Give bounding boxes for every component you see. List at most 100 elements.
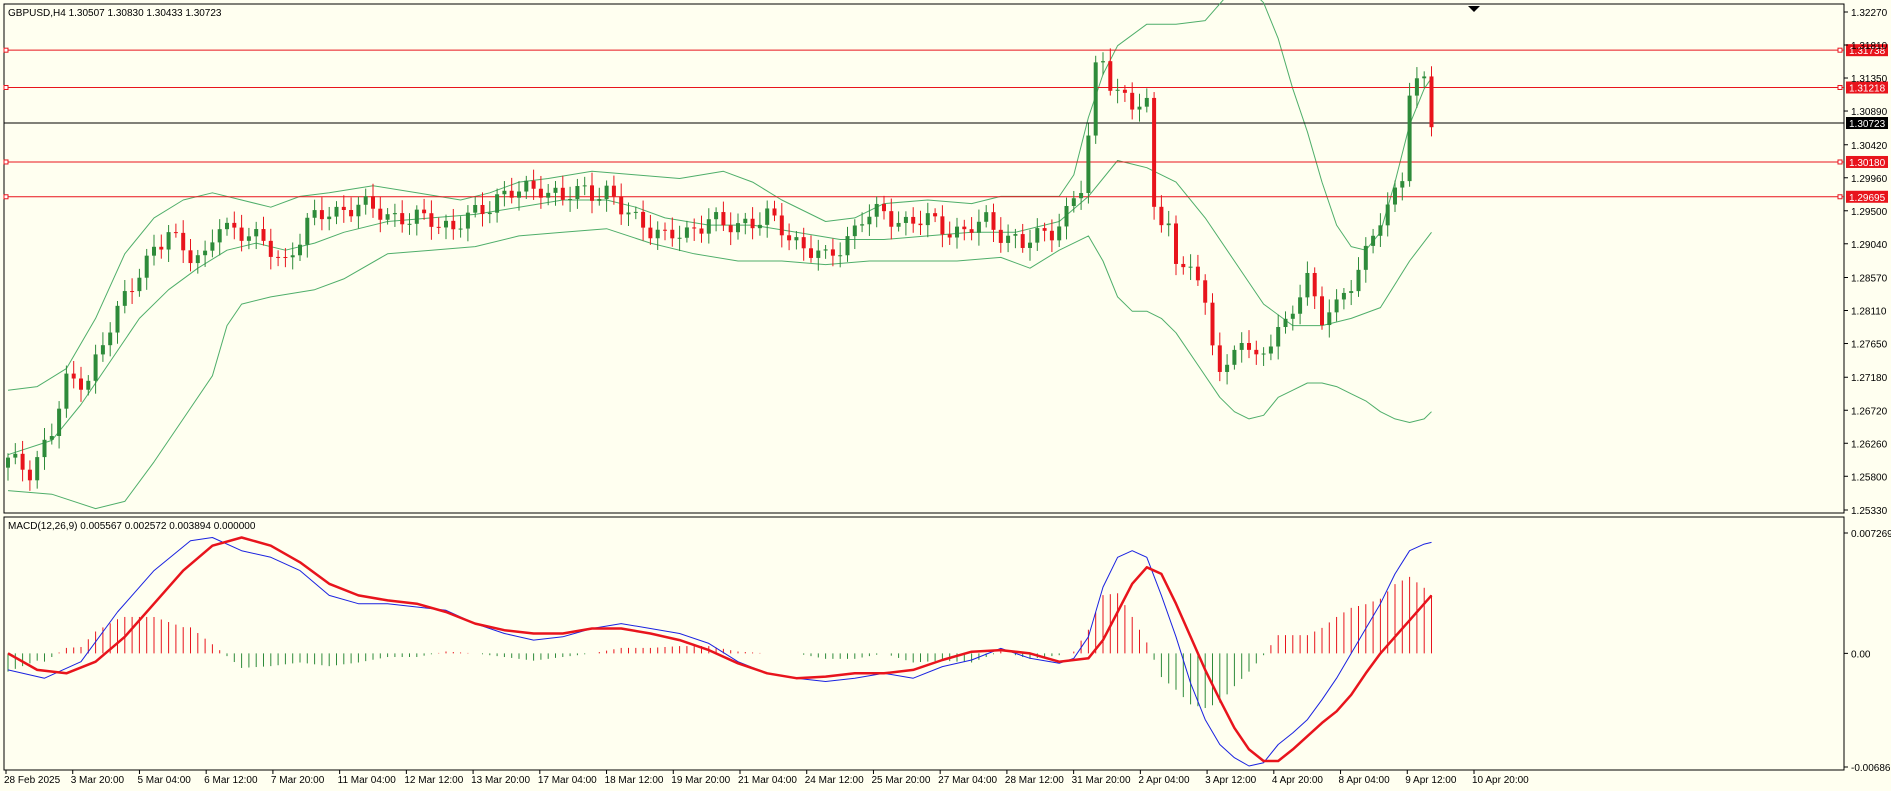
time-axis-label: 12 Mar 12:00 <box>404 775 463 786</box>
candle-body <box>93 354 98 381</box>
candle-body <box>1188 266 1193 268</box>
time-axis-label: 17 Mar 04:00 <box>538 775 597 786</box>
level-anchor-handle[interactable] <box>1837 47 1843 53</box>
candle-body <box>1429 76 1434 128</box>
time-axis-label: 2 Apr 04:00 <box>1138 775 1190 786</box>
candle-body <box>757 224 762 229</box>
candle-body <box>122 291 127 306</box>
candle-body <box>400 213 405 225</box>
candle-body <box>1064 205 1069 227</box>
candle-body <box>1283 318 1288 328</box>
candle-body <box>27 469 32 481</box>
chart-shift-marker-icon[interactable] <box>1468 6 1480 12</box>
price-axis-label: 1.31350 <box>1851 74 1888 85</box>
price-axis-label: 1.27650 <box>1851 340 1888 351</box>
candle-body <box>1093 62 1098 136</box>
candle-body <box>1254 349 1259 355</box>
price-pane[interactable] <box>3 0 1844 510</box>
candle-body <box>1079 193 1084 199</box>
candle-body <box>86 380 91 390</box>
candle-body <box>1290 313 1295 319</box>
candle-body <box>1232 349 1237 365</box>
candle-body <box>232 222 237 228</box>
candle-body <box>860 224 865 226</box>
candle-body <box>1028 242 1032 248</box>
candle-body <box>334 206 339 217</box>
time-axis-label: 25 Mar 20:00 <box>871 775 930 786</box>
candle-body <box>378 208 383 220</box>
candle-body <box>254 229 259 237</box>
level-anchor-handle[interactable] <box>1837 159 1843 165</box>
level-anchor-handle[interactable] <box>3 159 9 165</box>
candle-body <box>166 232 171 250</box>
candle-body <box>473 204 478 213</box>
level-price-tag-label: 1.30180 <box>1849 158 1886 169</box>
candle-body <box>181 232 186 251</box>
candle-body <box>903 216 908 223</box>
candle-body <box>1137 106 1142 110</box>
candle-body <box>1152 97 1157 207</box>
candle-body <box>1130 92 1135 110</box>
candle-body <box>1341 292 1346 300</box>
candle-body <box>1057 226 1062 241</box>
macd-pane[interactable] <box>7 536 1433 767</box>
level-anchor-handle[interactable] <box>3 84 9 90</box>
candle-body <box>787 235 792 241</box>
candle-body <box>947 234 952 238</box>
candle-body <box>684 227 689 238</box>
time-axis-label: 24 Mar 12:00 <box>805 775 864 786</box>
candle-body <box>487 212 492 215</box>
candle-body <box>49 436 54 440</box>
candle-body <box>1006 235 1011 243</box>
candle-body <box>911 216 916 224</box>
level-price-tag-label: 1.31218 <box>1849 83 1886 94</box>
candle-body <box>896 222 901 227</box>
candle-body <box>538 188 543 198</box>
level-anchor-handle[interactable] <box>3 194 9 200</box>
level-anchor-handle[interactable] <box>3 47 9 53</box>
price-axis-label: 1.30890 <box>1851 107 1888 118</box>
time-axis-label: 9 Apr 12:00 <box>1405 775 1457 786</box>
candle-body <box>517 191 521 198</box>
candle-body <box>1174 223 1178 264</box>
candle-body <box>998 229 1003 243</box>
candle-body <box>261 229 266 241</box>
candle-body <box>422 209 427 214</box>
candle-body <box>159 246 164 250</box>
price-axis-label: 1.29500 <box>1851 207 1888 218</box>
candle-body <box>509 190 514 198</box>
candle-body <box>210 242 215 251</box>
level-anchor-handle[interactable] <box>1837 194 1843 200</box>
level-price-tag <box>1846 190 1888 203</box>
time-axis-label: 28 Mar 12:00 <box>1005 775 1064 786</box>
candle-body <box>816 250 821 258</box>
candle-body <box>750 218 755 229</box>
candle-body <box>838 255 843 257</box>
candle-body <box>57 408 62 437</box>
candle-body <box>874 203 879 217</box>
candle-body <box>436 226 441 228</box>
level-anchor-handle[interactable] <box>1837 84 1843 90</box>
candle-body <box>1166 223 1171 226</box>
time-axis-label: 13 Mar 20:00 <box>471 775 530 786</box>
macd-main-line <box>7 537 1432 767</box>
candle-body <box>677 237 682 239</box>
candle-body <box>969 229 974 233</box>
level-price-tag <box>1846 44 1888 57</box>
candle-body <box>100 345 105 355</box>
candle-body <box>1305 272 1310 298</box>
candle-body <box>1422 76 1427 79</box>
candle-body <box>13 453 18 458</box>
candle-body <box>1414 78 1419 96</box>
price-axis-label: 1.25330 <box>1851 506 1888 517</box>
candle-body <box>1115 89 1120 91</box>
candle-body <box>641 211 646 228</box>
candle-body <box>1122 89 1127 93</box>
candle-body <box>604 185 609 200</box>
candle-body <box>407 223 412 225</box>
candle-body <box>568 199 573 201</box>
candle-body <box>867 216 872 225</box>
candle-body <box>1371 235 1376 246</box>
